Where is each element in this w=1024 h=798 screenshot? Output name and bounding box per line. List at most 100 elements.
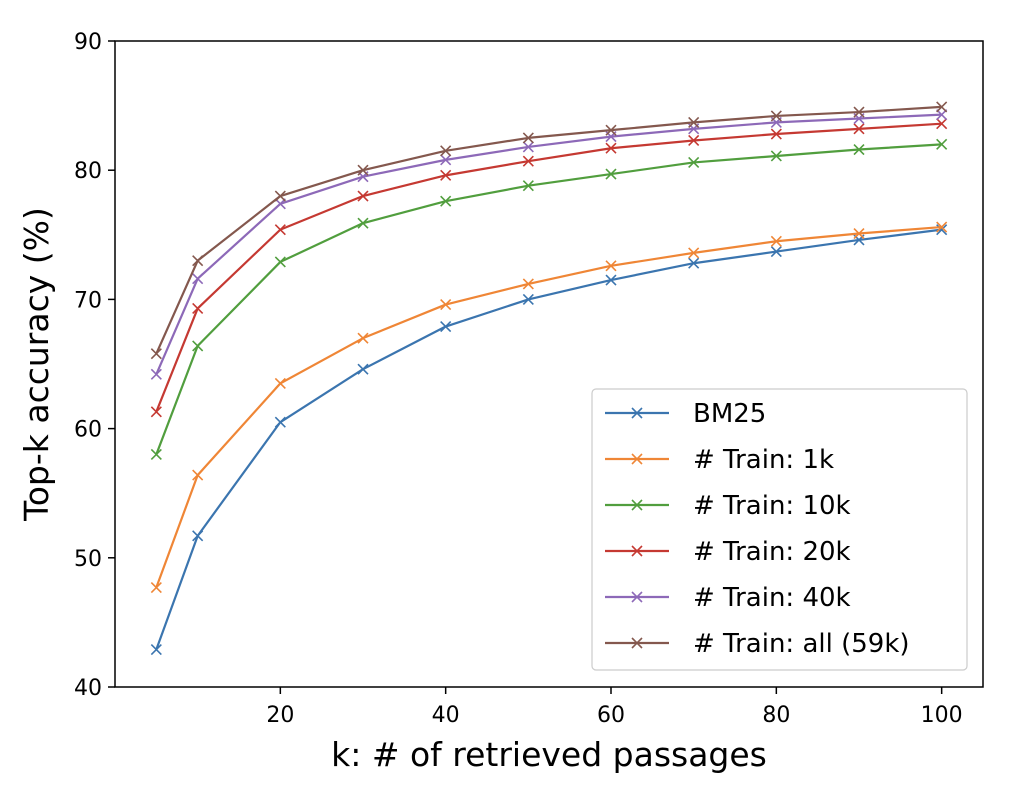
data-point	[274, 190, 286, 202]
legend-marker	[631, 407, 643, 419]
y-tick-label: 50	[74, 547, 102, 572]
data-point	[150, 581, 162, 594]
x-tick-label: 80	[762, 703, 790, 728]
data-point	[440, 169, 452, 181]
series-2	[150, 138, 948, 461]
y-tick-label: 80	[74, 159, 102, 184]
data-point	[150, 348, 162, 360]
data-point	[192, 302, 204, 315]
series-layer	[150, 101, 948, 656]
y-tick-label: 90	[74, 30, 102, 55]
y-tick-label: 60	[74, 418, 102, 443]
legend-label: # Train: all (59k)	[693, 629, 910, 659]
legend-box	[591, 388, 968, 671]
data-point	[770, 246, 782, 258]
legend-label: # Train: 40k	[693, 583, 851, 613]
data-point	[688, 134, 700, 147]
axis-ticks: 20 40 60 80 100 40 50 60 70 80 90	[74, 30, 963, 728]
data-point	[274, 256, 286, 268]
legend-entry: BM25	[605, 399, 766, 429]
data-point	[936, 101, 948, 113]
data-point	[440, 195, 452, 207]
data-point	[357, 190, 369, 202]
legend-label: # Train: 10k	[693, 491, 851, 521]
data-point	[192, 340, 204, 352]
legend-entry: # Train: 10k	[605, 491, 851, 521]
legend-marker	[631, 453, 643, 465]
data-point	[522, 141, 534, 153]
data-point	[605, 124, 617, 136]
data-point	[274, 224, 286, 236]
series-5	[150, 101, 948, 360]
data-point	[357, 332, 369, 344]
data-point	[192, 530, 204, 542]
data-point	[440, 299, 452, 311]
data-point	[150, 448, 162, 461]
series-4	[150, 109, 948, 380]
data-point	[770, 110, 782, 122]
data-point	[274, 416, 286, 428]
plot-frame	[114, 40, 984, 688]
legend-marker	[631, 499, 643, 511]
data-point	[605, 168, 617, 180]
legend-marker	[631, 591, 643, 603]
data-point	[150, 643, 162, 656]
data-point	[688, 257, 700, 269]
data-point	[770, 235, 782, 247]
y-tick-label: 40	[74, 676, 102, 701]
data-point	[522, 180, 534, 192]
legend-entry: # Train: 1k	[605, 445, 834, 475]
data-point	[357, 217, 369, 229]
data-point	[770, 150, 782, 162]
data-point	[688, 247, 700, 259]
legend-label: BM25	[693, 399, 766, 429]
data-point	[605, 260, 617, 272]
data-point	[936, 138, 948, 150]
data-point	[522, 155, 534, 167]
data-point	[150, 406, 162, 418]
data-point	[192, 273, 204, 285]
series-0	[150, 224, 948, 656]
data-point	[688, 156, 700, 169]
legend-label: # Train: 20k	[693, 537, 851, 567]
x-tick-label: 20	[266, 703, 294, 728]
legend-entry: # Train: 40k	[605, 583, 851, 613]
data-point	[274, 377, 286, 389]
data-point	[936, 221, 948, 233]
x-axis-label: k: # of retrieved passages	[331, 735, 767, 774]
data-point	[150, 368, 162, 380]
data-point	[688, 116, 700, 128]
data-point	[522, 132, 534, 144]
data-point	[936, 118, 948, 130]
legend: BM25 # Train: 1k # Train: 10k # Train: 20k #…	[591, 388, 968, 671]
legend-marker	[631, 637, 643, 649]
y-tick-label: 70	[74, 288, 102, 313]
data-point	[770, 128, 782, 140]
legend-marker	[631, 545, 643, 557]
legend-label: # Train: 1k	[693, 445, 834, 475]
data-point	[192, 469, 204, 481]
data-point	[522, 293, 534, 305]
x-tick-label: 40	[432, 703, 460, 728]
x-tick-label: 60	[597, 703, 625, 728]
data-point	[853, 106, 865, 118]
data-point	[192, 255, 204, 267]
data-point	[522, 278, 534, 290]
data-point	[853, 123, 865, 135]
data-point	[440, 154, 452, 166]
data-point	[440, 320, 452, 333]
y-axis-label: Top-k accuracy (%)	[17, 207, 56, 522]
data-point	[440, 145, 452, 157]
data-point	[605, 274, 617, 286]
data-point	[853, 143, 865, 156]
series-3	[150, 118, 948, 418]
legend-entry: # Train: 20k	[605, 537, 851, 567]
x-tick-label: 100	[921, 703, 963, 728]
series-1	[150, 221, 948, 594]
data-point	[605, 142, 617, 154]
legend-entry: # Train: all (59k)	[605, 629, 910, 659]
data-point	[357, 363, 369, 375]
data-point	[853, 227, 865, 240]
data-point	[357, 164, 369, 176]
